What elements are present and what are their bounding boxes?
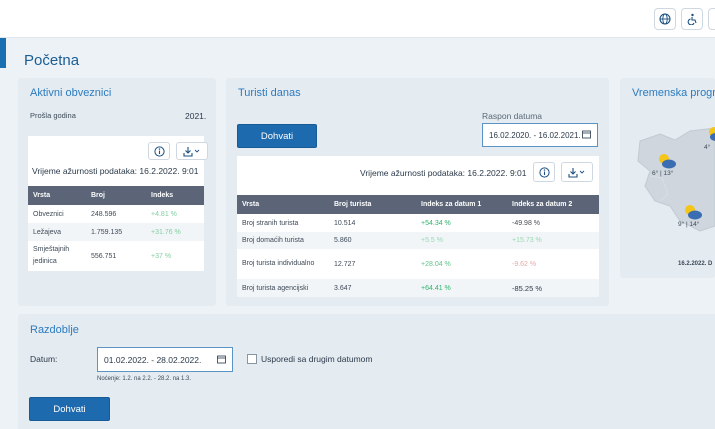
turisti-table: Vrsta Broj turista Indeks za datum 1 Ind… [237, 195, 599, 297]
card-title: Aktivni obveznici [30, 87, 112, 99]
croatia-map [637, 127, 715, 232]
temp-3: 4° [704, 144, 711, 151]
cell-indeks-2: -49.98 % [507, 214, 599, 232]
cell-indeks: +37 % [146, 241, 204, 271]
card-aktivni-obveznici: Aktivni obveznici Prošla godina 2021. Vr… [18, 78, 216, 306]
globe-icon[interactable] [654, 8, 676, 30]
aktivni-table: Vrsta Broj Indeks Obveznici 248.596 +4.8… [28, 186, 204, 271]
prev-year-label: Prošla godina [30, 111, 76, 120]
cell-indeks: +31.76 % [146, 223, 204, 241]
card-title: Vremenska prognoz [632, 87, 715, 99]
cell-broj: 556.751 [86, 241, 146, 271]
sun-cloud-icon [656, 152, 678, 175]
table-header-row: Vrsta Broj turista Indeks za datum 1 Ind… [237, 195, 599, 214]
dohvati-button[interactable]: Dohvati [29, 397, 110, 421]
dohvati-button[interactable]: Dohvati [237, 124, 317, 148]
cell-indeks: +4.81 % [146, 205, 204, 223]
cell-broj: 12.727 [329, 249, 416, 279]
forecast-date: 16.2.2022. D [678, 261, 713, 267]
range-date-input[interactable]: 16.02.2020. - 16.02.2021. [482, 123, 598, 147]
download-icon[interactable] [561, 162, 593, 182]
period-date-value: 01.02.2022. - 28.02.2022. [104, 354, 202, 365]
card-turisti-danas: Turisti danas Dohvati Raspon datuma 16.0… [226, 78, 609, 306]
cell-broj: 5.860 [329, 232, 416, 249]
table-row: Broj turista individualno 12.727 +28.04 … [237, 249, 599, 279]
top-bar [0, 0, 715, 38]
page-title: Početna [24, 52, 80, 69]
card-vremenska-prognoza: Vremenska prognoz 6° | 13° 4° 9° | 14° 1… [620, 78, 715, 278]
sun-cloud-icon [706, 126, 715, 147]
cell-indeks-1: +5.5 % [416, 232, 507, 249]
cell-indeks-1: +28.04 % [416, 249, 507, 279]
cell-vrsta: Obveznici [28, 205, 86, 223]
cell-vrsta: Broj domaćih turista [237, 232, 329, 249]
table-row: Ležajeva 1.759.135 +31.76 % [28, 223, 204, 241]
sidebar-accent [0, 38, 6, 68]
cell-vrsta: Broj turista individualno [237, 249, 329, 279]
cell-vrsta: Broj turista agencijski [237, 279, 329, 297]
col-indeks-datum-2: Indeks za datum 2 [507, 195, 599, 214]
period-date-input[interactable]: 01.02.2022. - 28.02.2022. [97, 347, 233, 372]
cell-vrsta: Broj stranih turista [237, 214, 329, 232]
table-row: Smještajnih jedinica 556.751 +37 % [28, 241, 204, 271]
temp-2: 9° | 14° [678, 221, 700, 228]
card-title: Turisti danas [238, 87, 301, 99]
aktivni-panel: Vrijeme ažurnosti podataka: 16.2.2022. 9… [28, 136, 208, 188]
accessibility-icon[interactable] [681, 8, 703, 30]
compare-label: Usporedi sa drugim datumom [261, 354, 373, 364]
table-header-row: Vrsta Broj Indeks [28, 186, 204, 205]
year-value: 2021. [185, 111, 207, 121]
table-row: Obveznici 248.596 +4.81 % [28, 205, 204, 223]
cell-vrsta: Ležajeva [28, 223, 86, 241]
calendar-icon[interactable] [217, 354, 226, 365]
col-broj-turista: Broj turista [329, 195, 416, 214]
cell-indeks-1: +54.34 % [416, 214, 507, 232]
turisti-panel: Vrijeme ažurnosti podataka: 16.2.2022. 9… [237, 156, 599, 196]
table-row: Broj stranih turista 10.514 +54.34 % -49… [237, 214, 599, 232]
cell-indeks-1: +64.41 % [416, 279, 507, 297]
card-razdoblje: Razdoblje Datum: 01.02.2022. - 28.02.202… [18, 314, 715, 429]
card-title: Razdoblje [30, 324, 79, 336]
sun-cloud-icon [682, 203, 704, 226]
date-label: Datum: [30, 354, 58, 364]
info-icon[interactable] [533, 162, 555, 182]
col-vrsta: Vrsta [28, 186, 86, 205]
temp-1: 6° | 13° [652, 170, 674, 177]
calendar-icon[interactable] [582, 130, 591, 141]
col-indeks: Indeks [146, 186, 204, 205]
cell-indeks-2: -9.62 % [507, 249, 599, 279]
cell-indeks-2: +15.73 % [507, 232, 599, 249]
col-vrsta: Vrsta [237, 195, 329, 214]
cell-indeks-2: -85.25 % [507, 279, 599, 297]
menu-button[interactable] [708, 8, 715, 30]
compare-checkbox[interactable] [247, 354, 257, 364]
download-icon[interactable] [176, 142, 208, 160]
col-indeks-datum-1: Indeks za datum 1 [416, 195, 507, 214]
nights-hint: Noćenje: 1.2. na 2.2. - 28.2. na 1.3. [97, 376, 192, 382]
range-date-value: 16.02.2020. - 16.02.2021. [489, 130, 581, 140]
table-row: Broj turista agencijski 3.647 +64.41 % -… [237, 279, 599, 297]
cell-broj: 1.759.135 [86, 223, 146, 241]
updated-text: Vrijeme ažurnosti podataka: 16.2.2022. 9… [32, 166, 199, 176]
cell-broj: 10.514 [329, 214, 416, 232]
info-icon[interactable] [148, 142, 170, 160]
table-row: Broj domaćih turista 5.860 +5.5 % +15.73… [237, 232, 599, 249]
cell-vrsta: Smještajnih jedinica [28, 241, 86, 271]
updated-text: Vrijeme ažurnosti podataka: 16.2.2022. 9… [360, 168, 527, 178]
cell-broj: 3.647 [329, 279, 416, 297]
range-label: Raspon datuma [482, 111, 543, 121]
cell-broj: 248.596 [86, 205, 146, 223]
col-broj: Broj [86, 186, 146, 205]
